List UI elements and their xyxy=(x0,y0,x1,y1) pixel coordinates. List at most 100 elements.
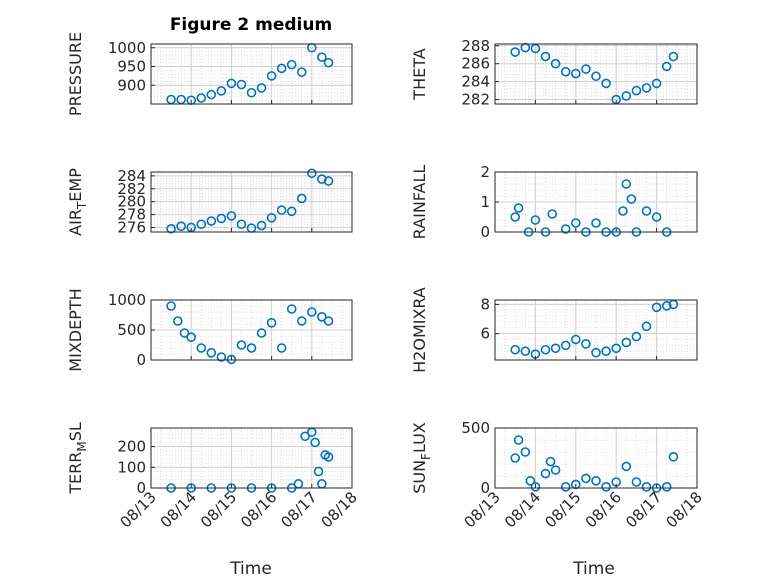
data-point xyxy=(651,212,662,222)
data-point xyxy=(266,71,277,81)
data-point xyxy=(236,219,247,230)
data-point xyxy=(591,475,601,486)
y-axis-label-main: RAINFALL xyxy=(410,165,429,240)
data-point xyxy=(560,66,571,77)
data-point xyxy=(323,452,334,462)
x-tick-label: 08/16 xyxy=(582,488,625,531)
data-point xyxy=(166,301,176,311)
data-point xyxy=(510,344,521,355)
data-point xyxy=(641,206,652,216)
data-point xyxy=(520,346,531,357)
data-point xyxy=(581,339,591,349)
data-point xyxy=(510,47,521,57)
x-tick-label: 08/15 xyxy=(541,488,584,531)
x-tick-label: 08/14 xyxy=(501,488,544,531)
data-point xyxy=(631,85,642,96)
data-point xyxy=(196,343,207,353)
y-axis-label-subscript: T xyxy=(75,201,89,210)
y-tick-label: 6 xyxy=(480,325,490,343)
y-axis-label: AIRTEMP xyxy=(66,168,89,236)
data-point xyxy=(540,468,551,479)
y-tick-label: 100 xyxy=(117,458,146,476)
data-point xyxy=(317,174,327,184)
data-point xyxy=(310,437,320,448)
axes-box xyxy=(494,299,698,361)
y-axis-label-main: SUN xyxy=(410,460,429,494)
axes-box xyxy=(494,427,698,489)
data-point xyxy=(206,89,217,100)
data-point xyxy=(323,176,334,186)
data-point xyxy=(545,456,556,467)
data-point xyxy=(570,334,581,345)
x-tick-label: 08/14 xyxy=(157,488,200,531)
subplot-4: 0 1 2 RAINFALL xyxy=(410,163,698,241)
subplot-5: 0 500 1000 MIXDEPTH xyxy=(66,288,353,372)
x-tick-label: 08/18 xyxy=(663,488,706,531)
data-point xyxy=(276,343,287,353)
axes-box xyxy=(150,427,353,489)
data-point xyxy=(296,67,307,77)
data-point xyxy=(661,61,672,72)
data-point xyxy=(530,481,541,492)
data-point xyxy=(513,203,524,213)
y-tick-label: 0 xyxy=(480,223,490,241)
y-axis-label-main: PRESSURE xyxy=(66,32,85,116)
data-point xyxy=(618,206,628,216)
y-tick-label: 288 xyxy=(461,37,490,55)
y-tick-label: 1000 xyxy=(108,39,146,57)
x-tick-label: 08/17 xyxy=(622,488,665,531)
data-point xyxy=(581,473,591,484)
data-point xyxy=(323,316,334,326)
subplot-6: 6 8 H2OMIXRA xyxy=(410,287,698,373)
data-point xyxy=(601,78,611,89)
y-tick-label: 0 xyxy=(480,479,490,497)
data-point xyxy=(276,205,287,215)
data-point xyxy=(641,83,652,93)
y-axis-label-main: MIXDEPTH xyxy=(66,288,85,371)
y-axis-label-rest: SL xyxy=(66,422,85,441)
y-tick-label: 286 xyxy=(461,55,490,73)
data-point xyxy=(560,224,571,234)
data-point xyxy=(513,435,524,445)
y-tick-label: 1000 xyxy=(108,291,146,309)
x-axis-label-left: Time xyxy=(229,559,272,579)
data-point xyxy=(540,51,551,62)
data-point xyxy=(226,211,237,221)
data-point xyxy=(266,213,277,223)
y-axis-label-subscript: M xyxy=(75,441,89,451)
data-point xyxy=(530,215,541,225)
data-point xyxy=(547,209,558,219)
data-point xyxy=(196,93,207,103)
x-tick-label: 08/17 xyxy=(277,488,320,531)
data-point xyxy=(196,219,207,230)
data-point xyxy=(651,302,662,313)
data-point xyxy=(651,78,662,89)
data-point xyxy=(236,79,247,90)
data-point xyxy=(631,477,642,487)
data-point xyxy=(313,466,324,477)
data-point xyxy=(581,64,591,74)
y-tick-label: 500 xyxy=(117,321,146,339)
data-point xyxy=(570,218,581,228)
data-point xyxy=(286,304,297,314)
y-tick-label: 0 xyxy=(136,351,146,369)
y-axis-label: TERRMSL xyxy=(66,422,89,495)
data-point xyxy=(520,447,531,457)
data-point xyxy=(173,316,183,326)
data-point xyxy=(323,57,334,68)
data-point xyxy=(266,317,277,328)
y-tick-label: 200 xyxy=(117,438,146,456)
data-point xyxy=(286,59,297,70)
y-tick-label: 282 xyxy=(461,91,490,109)
y-tick-label: 500 xyxy=(461,419,490,437)
y-tick-label: 280 xyxy=(117,193,146,211)
y-axis-label-rest: LUX xyxy=(410,422,429,453)
y-axis-label-main: TERR xyxy=(66,452,85,495)
y-axis-label: H2OMIXRA xyxy=(410,287,429,373)
data-point xyxy=(206,216,217,226)
data-point xyxy=(246,87,257,98)
data-point xyxy=(550,58,561,69)
data-point xyxy=(621,179,632,189)
data-point xyxy=(306,168,317,179)
